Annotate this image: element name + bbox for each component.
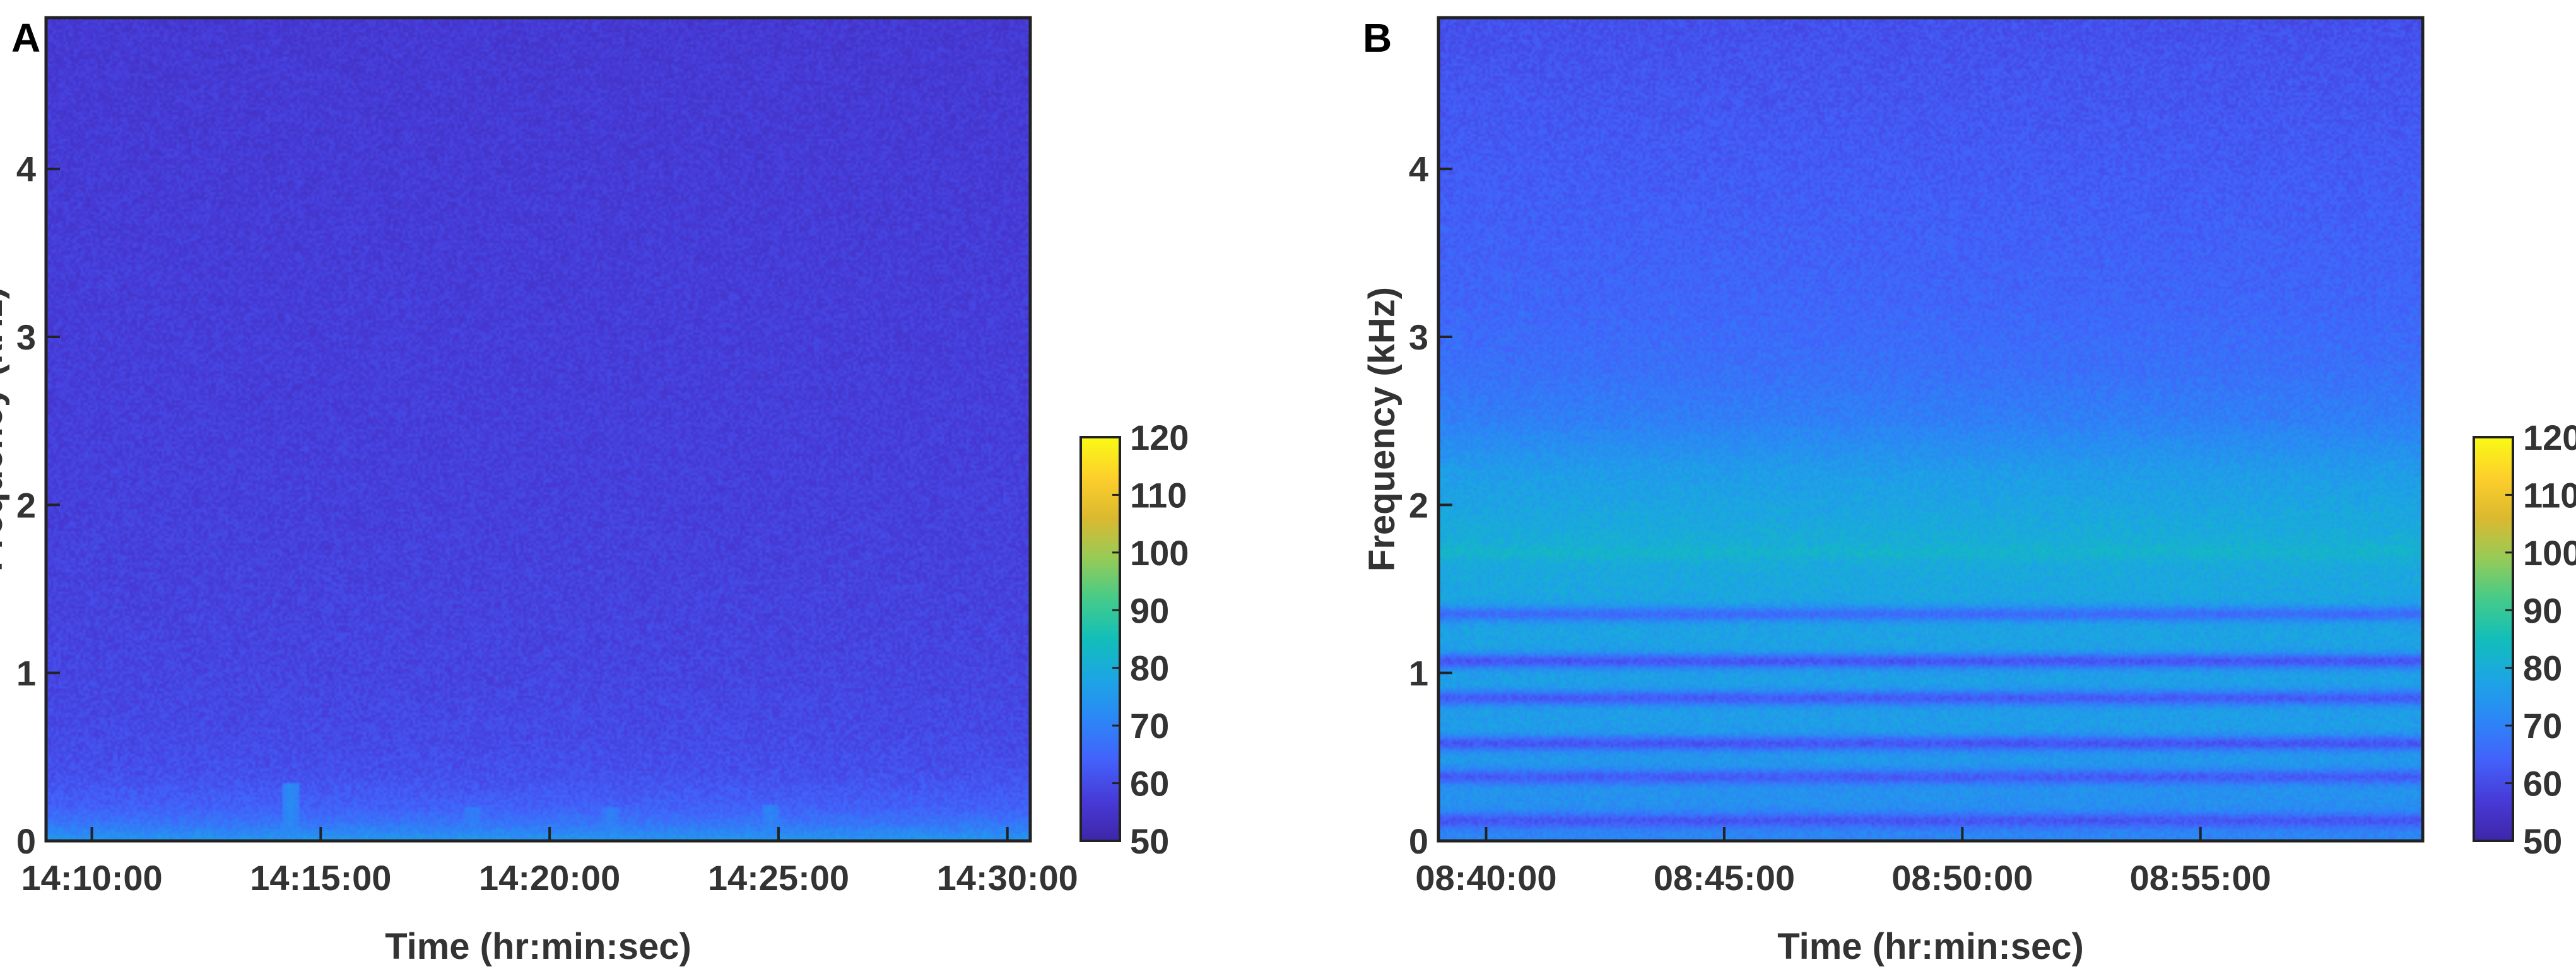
colorbar-tick-label: 60 bbox=[1130, 764, 1169, 804]
colorbar-tick-label: 80 bbox=[2523, 648, 2562, 688]
y-tick-label: 0 bbox=[1409, 821, 1428, 861]
y-tick-label: 1 bbox=[16, 654, 36, 693]
x-tick-label: 08:40:00 bbox=[1415, 858, 1556, 898]
colorbar-tick-label: 110 bbox=[1130, 475, 1187, 515]
x-tick-label: 14:15:00 bbox=[250, 858, 391, 898]
x-tick-label: 14:20:00 bbox=[479, 858, 620, 898]
y-axis-label: Frequency (kHz) bbox=[0, 287, 10, 572]
colorbar-tick-label: 120 bbox=[1130, 418, 1189, 457]
plot-frame bbox=[44, 16, 1032, 843]
y-tick-label: 4 bbox=[16, 150, 36, 189]
panel-a: 0 1 2 3 4 14:10:00 14:15:00 14:20:00 14:25:00 14:… bbox=[0, 15, 1189, 967]
spectrogram-image bbox=[1438, 18, 2423, 841]
x-tick-label: 14:25:00 bbox=[708, 858, 849, 898]
plot-frame bbox=[1437, 16, 2425, 843]
x-tick-label: 14:30:00 bbox=[937, 858, 1078, 898]
x-axis-label: Time (hr:min:sec) bbox=[385, 926, 691, 967]
x-tick-label: 08:45:00 bbox=[1654, 858, 1795, 898]
spectrogram-image bbox=[46, 18, 1030, 841]
panel-label: A bbox=[11, 15, 40, 61]
x-tick-label: 08:55:00 bbox=[2130, 858, 2271, 898]
colorbar bbox=[2473, 436, 2514, 842]
colorbar-tick-label: 90 bbox=[2523, 590, 2562, 630]
y-axis-label: Frequency (kHz) bbox=[1362, 287, 1403, 572]
panel-label: B bbox=[1363, 15, 1392, 61]
x-tick-label: 14:10:00 bbox=[21, 858, 162, 898]
y-tick-label: 3 bbox=[1409, 317, 1428, 357]
panel-b: 0 1 2 3 4 08:40:00 08:45:00 08:50:00 08:55:00 Tim… bbox=[1362, 15, 2576, 967]
colorbar-tick-label: 60 bbox=[2523, 764, 2562, 804]
x-axis-label: Time (hr:min:sec) bbox=[1777, 926, 2084, 967]
colorbar-tick-label: 50 bbox=[2523, 821, 2562, 861]
y-tick-label: 2 bbox=[1409, 485, 1428, 525]
colorbar-tick-label: 100 bbox=[2523, 533, 2576, 573]
y-tick-label: 2 bbox=[16, 485, 36, 525]
colorbar bbox=[1079, 436, 1121, 842]
colorbar-tick-label: 120 bbox=[2523, 418, 2576, 457]
colorbar-tick-label: 70 bbox=[2523, 706, 2562, 746]
y-tick-label: 3 bbox=[16, 317, 36, 357]
colorbar-tick-label: 80 bbox=[1130, 648, 1169, 688]
colorbar-tick-label: 90 bbox=[1130, 590, 1169, 630]
y-tick-label: 1 bbox=[1409, 654, 1428, 693]
x-tick-label: 08:50:00 bbox=[1891, 858, 2033, 898]
y-tick-label: 4 bbox=[1409, 150, 1428, 189]
colorbar-tick-label: 70 bbox=[1130, 706, 1169, 746]
colorbar-tick-label: 50 bbox=[1130, 821, 1169, 861]
colorbar-tick-label: 100 bbox=[1130, 533, 1189, 573]
y-tick-label: 0 bbox=[16, 821, 36, 861]
colorbar-tick-label: 110 bbox=[2523, 475, 2576, 515]
